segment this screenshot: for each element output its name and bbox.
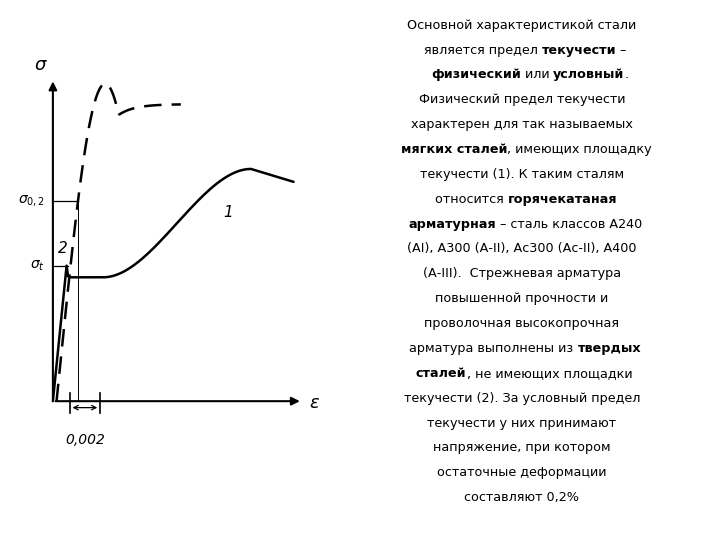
Text: 2: 2 xyxy=(58,241,68,256)
Text: или: или xyxy=(521,69,553,82)
Text: – сталь классов А240: – сталь классов А240 xyxy=(496,218,642,231)
Text: физический: физический xyxy=(431,69,521,82)
Text: 1: 1 xyxy=(223,205,233,220)
Text: , не имеющих площадки: , не имеющих площадки xyxy=(467,367,632,380)
Text: $\sigma_{0,2}$: $\sigma_{0,2}$ xyxy=(18,194,45,208)
Text: , имеющих площадку: , имеющих площадку xyxy=(507,143,652,156)
Text: $\sigma$: $\sigma$ xyxy=(34,56,48,75)
Text: (АI), А300 (А-II), Ас300 (Ас-II), А400: (АI), А300 (А-II), Ас300 (Ас-II), А400 xyxy=(408,242,636,255)
Text: является предел: является предел xyxy=(423,44,541,57)
Text: текучести у них принимают: текучести у них принимают xyxy=(428,416,616,430)
Text: .: . xyxy=(625,69,629,82)
Text: Основной характеристикой стали: Основной характеристикой стали xyxy=(408,18,636,32)
Text: мягких сталей: мягких сталей xyxy=(401,143,507,156)
Text: текучести (1). К таким сталям: текучести (1). К таким сталям xyxy=(420,168,624,181)
Text: относится: относится xyxy=(436,193,508,206)
Text: повышенной прочности и: повышенной прочности и xyxy=(436,292,608,305)
Text: напряжение, при котором: напряжение, при котором xyxy=(433,442,611,455)
Text: твердых: твердых xyxy=(577,342,641,355)
Text: $\varepsilon$: $\varepsilon$ xyxy=(309,394,320,413)
Text: сталей: сталей xyxy=(416,367,467,380)
Text: 0,002: 0,002 xyxy=(65,434,105,448)
Text: арматура выполнены из: арматура выполнены из xyxy=(409,342,577,355)
Text: Физический предел текучести: Физический предел текучести xyxy=(419,93,625,106)
Text: составляют 0,2%: составляют 0,2% xyxy=(464,491,580,504)
Text: $\sigma_t$: $\sigma_t$ xyxy=(30,259,45,273)
Text: текучести (2). За условный предел: текучести (2). За условный предел xyxy=(404,392,640,404)
Text: характерен для так называемых: характерен для так называемых xyxy=(411,118,633,131)
Text: остаточные деформации: остаточные деформации xyxy=(437,467,607,480)
Text: проволочная высокопрочная: проволочная высокопрочная xyxy=(425,317,619,330)
Text: условный: условный xyxy=(553,69,625,82)
Text: текучести: текучести xyxy=(541,44,616,57)
Text: арматурная: арматурная xyxy=(409,218,496,231)
Text: (А-III).  Стрежневая арматура: (А-III). Стрежневая арматура xyxy=(423,267,621,280)
Text: –: – xyxy=(616,44,626,57)
Text: горячекатаная: горячекатаная xyxy=(508,193,618,206)
